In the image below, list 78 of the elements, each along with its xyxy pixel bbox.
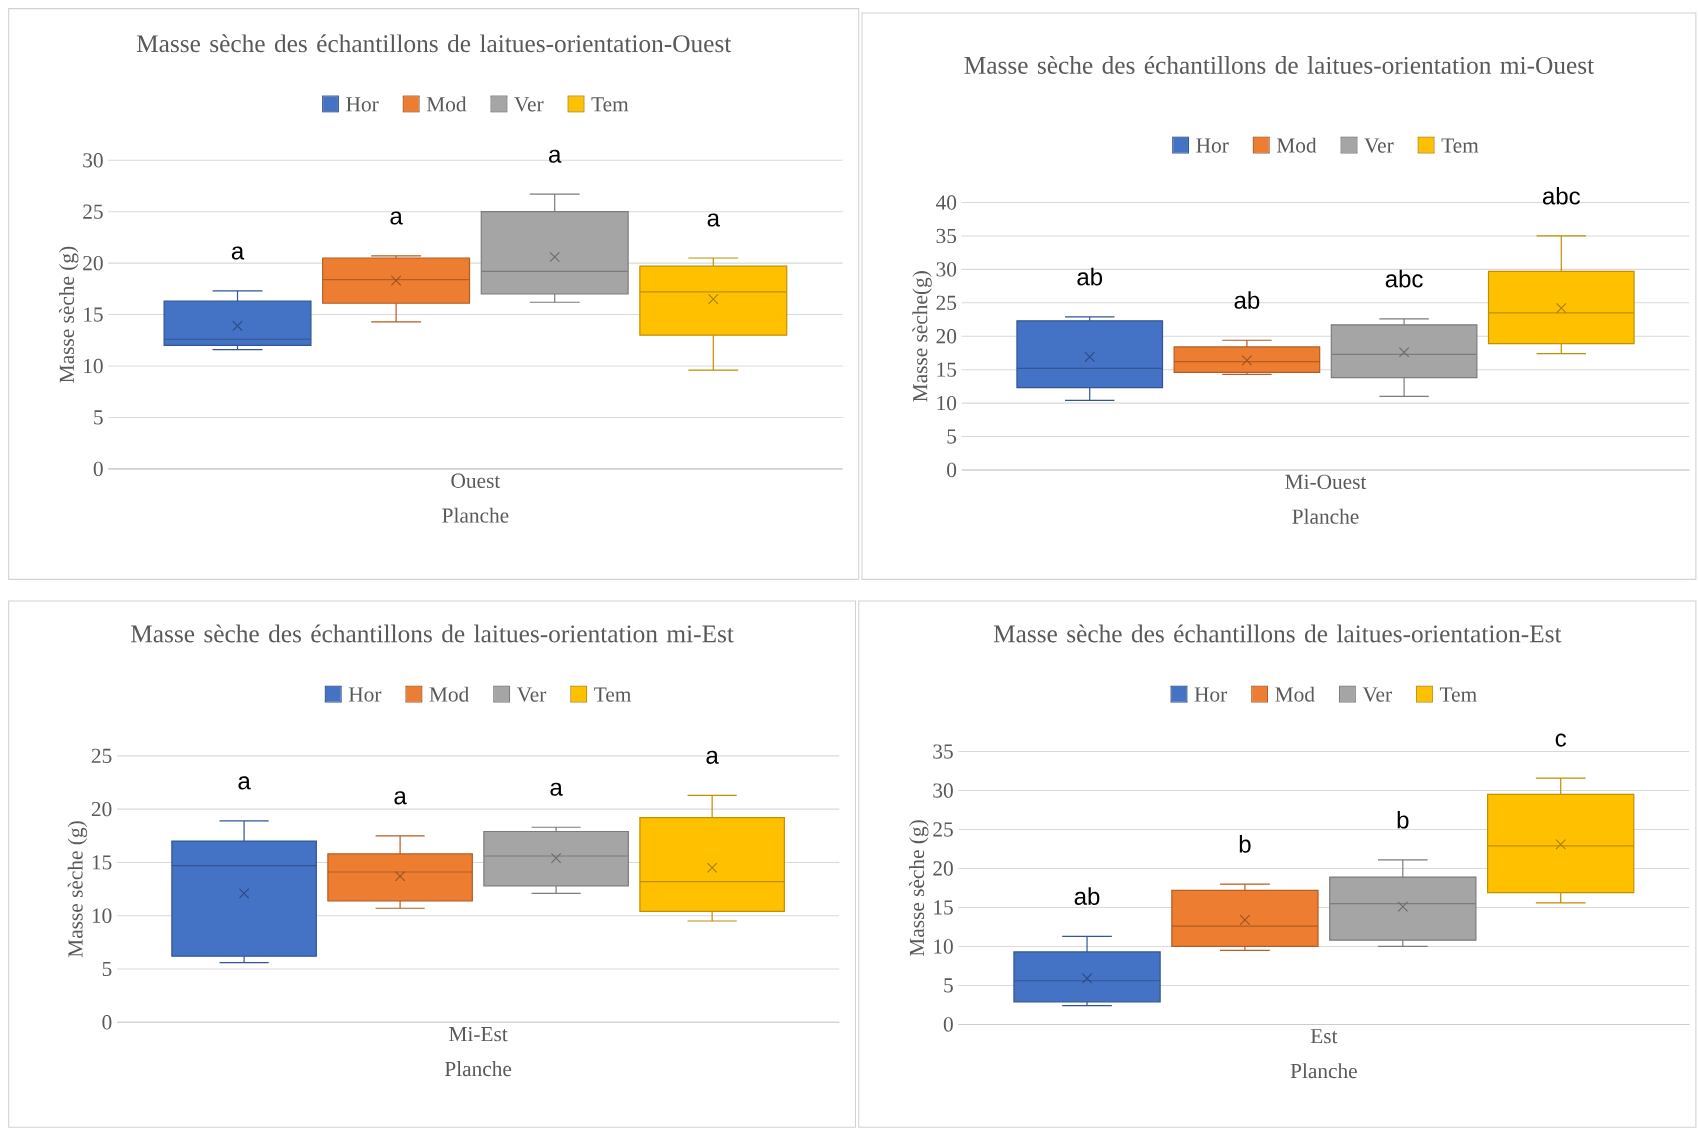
y-tick-label: 0 <box>93 461 103 476</box>
y-tick-label: 10 <box>937 395 957 411</box>
y-tick-label: 15 <box>934 900 953 915</box>
y-tick-label: 10 <box>92 908 112 923</box>
annotation: a <box>706 750 719 764</box>
legend-label: Tem <box>594 687 632 702</box>
legend-label: Ver <box>1364 138 1394 153</box>
annotation: b <box>1397 810 1409 829</box>
legend-label: Tem <box>1439 687 1477 702</box>
y-tick-label: 25 <box>91 748 112 763</box>
annotation: a <box>707 213 720 227</box>
y-tick-label: 20 <box>933 861 953 876</box>
y-tick-label: 25 <box>933 822 953 837</box>
y-tick-label: 15 <box>937 362 957 377</box>
y-tick-label: 35 <box>936 228 957 243</box>
y-axis-title: Masse sèche (g) <box>59 246 79 383</box>
y-axis-title: Masse sèche (g) <box>67 821 88 957</box>
y-tick-label: 30 <box>936 261 957 277</box>
y-tick-label: 40 <box>936 195 957 210</box>
legend-label: Ver <box>1362 687 1392 702</box>
x-tick-label: Est <box>1310 1028 1338 1044</box>
annotation: a <box>394 791 407 805</box>
legend-label: Mod <box>429 686 469 702</box>
x-axis-title: Planche <box>1290 1062 1357 1078</box>
legend-label: Mod <box>1275 686 1315 702</box>
x-axis-title: Planche <box>1292 508 1359 524</box>
legend-label: Ver <box>514 97 544 112</box>
y-tick-label: 20 <box>83 255 103 271</box>
legend-label: Tem <box>1441 138 1479 153</box>
annotation: abc <box>1542 186 1580 205</box>
legend-label: Hor <box>1196 138 1229 153</box>
y-tick-label: 30 <box>83 152 103 168</box>
annotation: abc <box>1385 269 1423 288</box>
y-axis-title: Masse sèche (g) <box>909 819 929 956</box>
annotation: ab <box>1234 291 1260 309</box>
y-tick-label: 5 <box>94 410 103 425</box>
y-tick-label: 0 <box>943 1017 953 1032</box>
annotation: a <box>550 782 563 796</box>
chart-title: Masse sèche des échantillons de laitues-orientation-Est <box>993 624 1562 643</box>
y-tick-label: 0 <box>947 462 957 477</box>
legend-label: Hor <box>346 97 379 112</box>
y-tick-label: 20 <box>91 801 112 817</box>
annotation: a <box>549 149 562 163</box>
annotation: a <box>231 246 245 260</box>
chart-title: Masse sèche des échantillons de laitues-orientation-Ouest <box>136 34 732 52</box>
annotation: a <box>238 776 251 790</box>
annotation: ab <box>1074 887 1100 905</box>
annotation: ab <box>1077 267 1103 286</box>
legend-label: Tem <box>591 97 629 112</box>
legend-label: Hor <box>1194 687 1228 702</box>
x-tick-label: Ouest <box>451 473 501 488</box>
y-tick-label: 0 <box>102 1014 112 1030</box>
y-tick-label: 10 <box>934 939 953 954</box>
chart-title: Masse sèche des échantillons de laitues-orientation mi-Est <box>131 624 734 643</box>
x-tick-label: Mi-Ouest <box>1285 474 1367 489</box>
x-axis-title: Planche <box>442 507 509 523</box>
text: c <box>1555 733 1567 747</box>
y-tick-label: 5 <box>944 978 953 993</box>
legend-label: Ver <box>516 687 547 702</box>
legend-label: Mod <box>1276 137 1317 153</box>
legend-label: Hor <box>348 687 382 702</box>
y-tick-label: 5 <box>947 429 957 444</box>
x-tick-label: Mi-Est <box>449 1026 508 1042</box>
annotation: a <box>390 211 403 225</box>
y-tick-label: 25 <box>83 204 103 219</box>
y-tick-label: 5 <box>102 961 112 976</box>
y-tick-label: 25 <box>936 295 957 310</box>
y-tick-label: 15 <box>92 855 112 870</box>
y-tick-label: 15 <box>84 307 103 322</box>
legend-label: Mod <box>426 96 467 112</box>
chart-title: Masse sèche des échantillons de laitues-orientation mi-Ouest <box>964 55 1594 74</box>
x-axis-title: Planche <box>444 1060 512 1076</box>
annotation: b <box>1239 834 1251 853</box>
y-axis-title: Masse sèche(g) <box>912 270 932 402</box>
y-tick-label: 30 <box>933 783 953 798</box>
y-tick-label: 35 <box>933 744 953 759</box>
y-tick-label: 20 <box>936 328 957 344</box>
y-tick-label: 10 <box>84 358 103 373</box>
